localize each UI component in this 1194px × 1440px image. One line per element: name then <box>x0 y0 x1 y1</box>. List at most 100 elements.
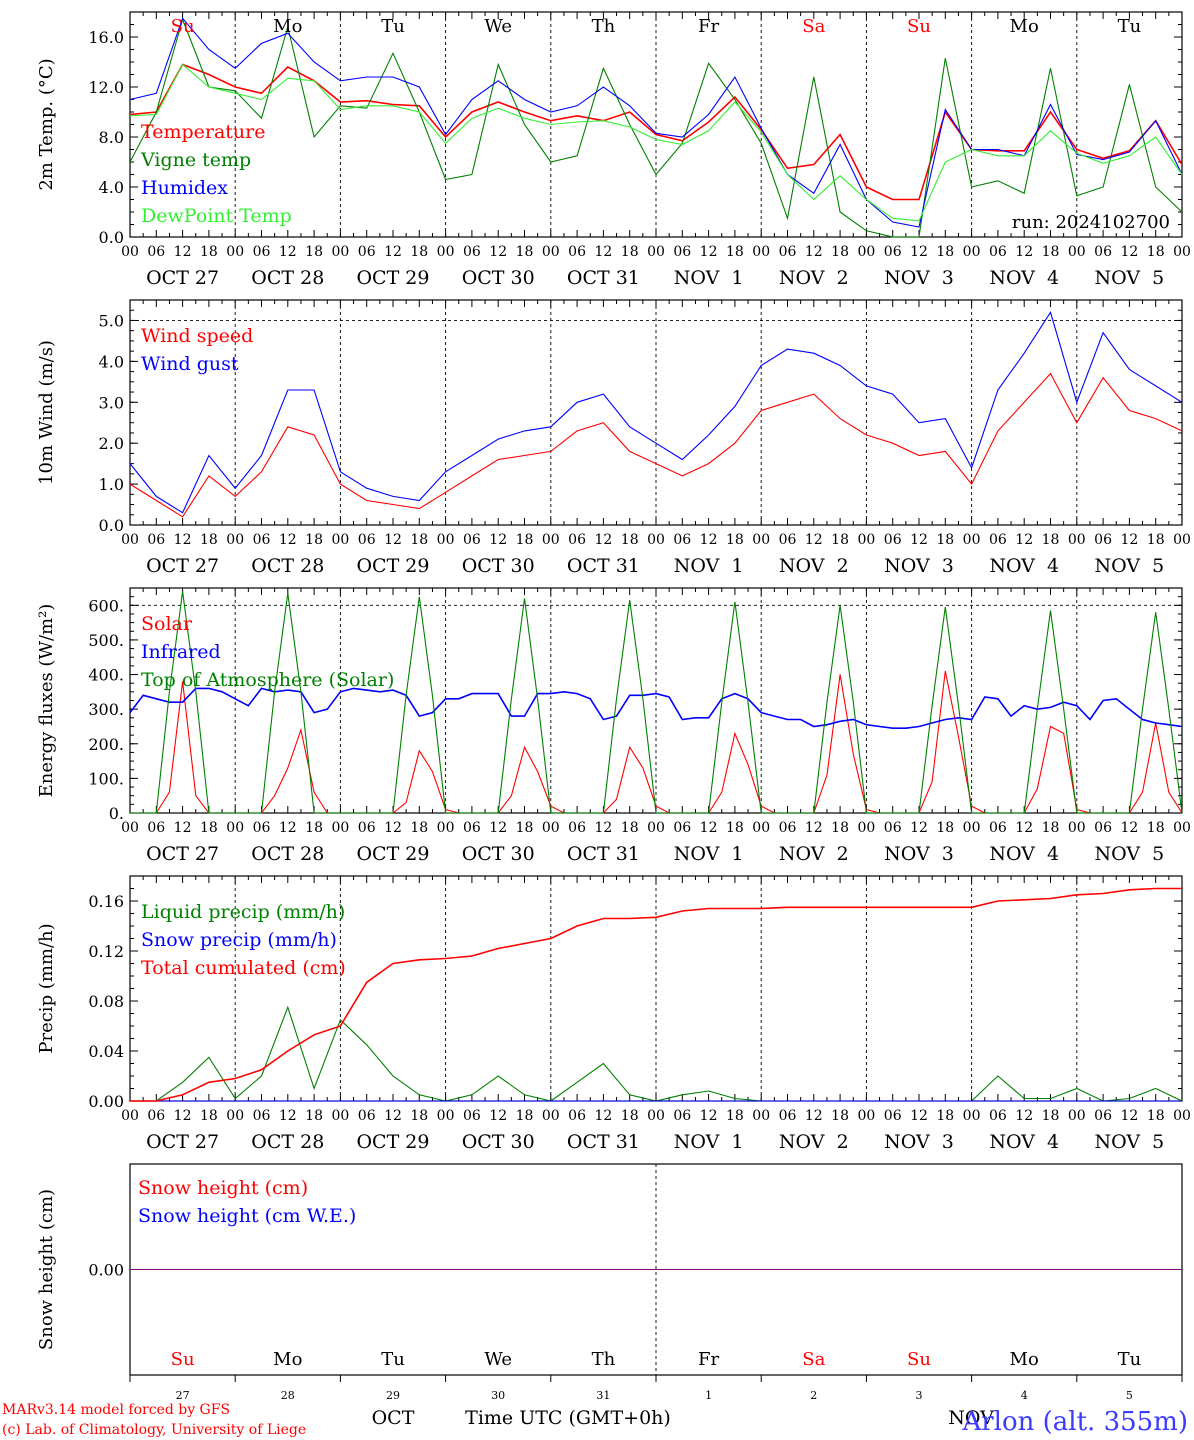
legend-entry: Total cumulated (cm) <box>141 957 346 979</box>
series-line-top-of-atmosphere-solar- <box>130 591 1183 814</box>
x-hour-label: 06 <box>147 244 165 260</box>
x-hour-label: 06 <box>884 532 902 548</box>
x-hour-label: 06 <box>779 532 797 548</box>
x-hour-label: 06 <box>568 244 586 260</box>
x-hour-label: 00 <box>1173 1108 1191 1124</box>
series-line-temperature <box>129 63 1183 201</box>
x-hour-label: 12 <box>1015 532 1033 548</box>
x-hour-label: 00 <box>542 244 560 260</box>
x-hour-label: 12 <box>805 244 823 260</box>
plot-frame <box>129 11 1183 238</box>
run-label: run: 2024102700 <box>1012 212 1170 233</box>
x-hour-label: 18 <box>621 1108 639 1124</box>
y-tick-label: 0.08 <box>88 992 124 1011</box>
y-tick-label: 16.0 <box>88 28 124 47</box>
y-tick-label: 600. <box>88 596 124 615</box>
weekday-label: Tu <box>381 1349 405 1370</box>
x-hour-label: 00 <box>121 1108 139 1124</box>
x-hour-label: 12 <box>279 532 297 548</box>
x-hour-label: 18 <box>1042 1108 1060 1124</box>
x-hour-label: 06 <box>463 244 481 260</box>
legend-entry: Snow height (cm W.E.) <box>138 1205 356 1227</box>
y-tick-label: 0.00 <box>88 1261 124 1280</box>
x-date-label: OCT 28 <box>251 843 324 865</box>
x-hour-label: 18 <box>831 820 849 836</box>
day-number-label: 31 <box>596 1389 610 1402</box>
x-hour-label: 06 <box>147 532 165 548</box>
x-hour-label: 12 <box>279 1108 297 1124</box>
panel-3: 0. 100. 200. 300. 400. 500. 600. Energy fluxes … <box>36 587 1191 865</box>
x-hour-label: 18 <box>726 532 744 548</box>
x-hour-label: 00 <box>331 1108 349 1124</box>
x-hour-label: 06 <box>989 532 1007 548</box>
x-hour-label: 00 <box>121 820 139 836</box>
x-hour-label: 00 <box>226 244 244 260</box>
x-hour-label: 00 <box>857 532 875 548</box>
x-hour-label: 12 <box>805 1108 823 1124</box>
legend-entry: Top of Atmosphere (Solar) <box>141 669 394 691</box>
x-date-label: OCT 27 <box>146 1131 219 1153</box>
x-hour-label: 06 <box>779 1108 797 1124</box>
x-hour-label: 12 <box>1120 244 1138 260</box>
x-hour-label: 12 <box>1120 820 1138 836</box>
weekday-label: Fr <box>698 1349 719 1370</box>
x-hour-label: 18 <box>936 820 954 836</box>
x-hour-label: 00 <box>226 1108 244 1124</box>
y-tick-label: 300. <box>88 700 124 719</box>
x-hour-label: 00 <box>1173 532 1191 548</box>
x-date-label: NOV 1 <box>674 843 744 865</box>
x-date-label: OCT 28 <box>251 267 324 289</box>
plot-frame <box>129 587 1183 814</box>
x-hour-label: 06 <box>358 532 376 548</box>
x-hour-label: 06 <box>989 820 1007 836</box>
x-hour-label: 06 <box>568 532 586 548</box>
y-tick-label: 3.0 <box>99 393 124 412</box>
x-hour-label: 06 <box>358 1108 376 1124</box>
x-hour-label: 00 <box>752 244 770 260</box>
weekday-label: Mo <box>1010 1349 1039 1370</box>
x-hour-label: 12 <box>489 244 507 260</box>
x-hour-label: 18 <box>1042 820 1060 836</box>
x-hour-label: 00 <box>437 244 455 260</box>
x-hour-label: 00 <box>963 244 981 260</box>
x-hour-label: 00 <box>331 532 349 548</box>
weekday-label: Sa <box>802 1349 825 1370</box>
x-hour-label: 00 <box>437 1108 455 1124</box>
panel-4: 0.00 0.04 0.08 0.12 0.16 Precip (mm/h) Liquid … <box>36 875 1191 1153</box>
x-hour-label: 00 <box>857 1108 875 1124</box>
weekday-label: Th <box>592 16 616 37</box>
x-hour-label: 18 <box>305 820 323 836</box>
x-hour-label: 00 <box>857 244 875 260</box>
x-hour-label: 12 <box>174 532 192 548</box>
x-hour-label: 06 <box>358 244 376 260</box>
x-hour-label: 12 <box>700 244 718 260</box>
x-hour-label: 12 <box>1015 244 1033 260</box>
x-hour-label: 00 <box>226 820 244 836</box>
x-hour-label: 18 <box>410 244 428 260</box>
x-date-label: OCT 30 <box>462 1131 535 1153</box>
x-hour-label: 06 <box>1094 244 1112 260</box>
x-hour-label: 00 <box>1068 1108 1086 1124</box>
x-hour-label: 12 <box>910 532 928 548</box>
x-date-label: NOV 1 <box>674 1131 744 1153</box>
y-tick-label: 0.12 <box>88 942 124 961</box>
day-number-label: 27 <box>176 1389 190 1402</box>
weekday-label: Su <box>907 1349 931 1370</box>
x-hour-label: 06 <box>253 820 271 836</box>
y-axis-label: Snow height (cm) <box>36 1189 57 1350</box>
series-line-wind-gust <box>129 310 1183 514</box>
y-tick-label: 0.04 <box>88 1042 124 1061</box>
x-date-label: OCT 31 <box>567 843 640 865</box>
y-axis-label: 10m Wind (m/s) <box>36 340 57 485</box>
x-hour-label: 06 <box>779 820 797 836</box>
x-hour-label: 12 <box>384 244 402 260</box>
weekday-label: Tu <box>381 16 405 37</box>
x-hour-label: 00 <box>542 532 560 548</box>
series-line-humidex <box>129 17 1183 228</box>
x-hour-label: 00 <box>542 820 560 836</box>
x-date-label: NOV 1 <box>674 267 744 289</box>
x-date-label: OCT 31 <box>567 555 640 577</box>
legend-entry: Snow precip (mm/h) <box>141 929 337 951</box>
y-tick-label: 8.0 <box>99 128 124 147</box>
x-date-label: NOV 5 <box>1095 1131 1165 1153</box>
